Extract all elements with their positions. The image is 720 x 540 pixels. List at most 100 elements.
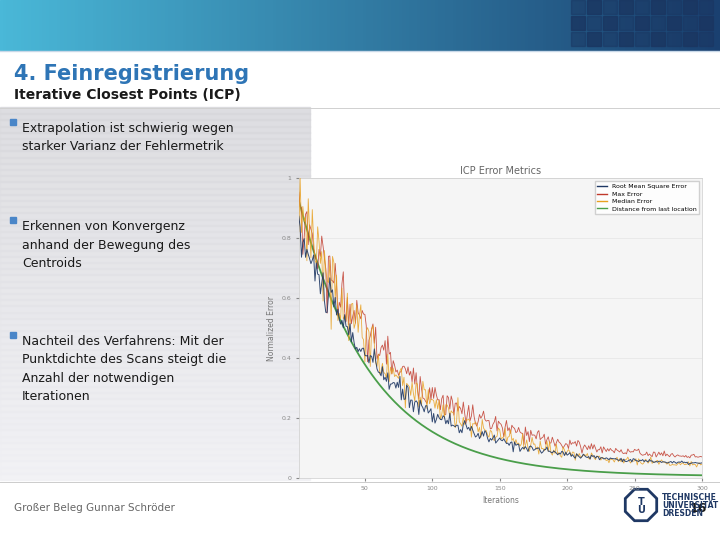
Bar: [0, 361, 310, 368]
Bar: [0, 336, 310, 343]
Bar: [396, 0, 400, 50]
Bar: [43, 0, 48, 50]
Bar: [500, 0, 505, 50]
Bar: [173, 0, 177, 50]
Bar: [666, 0, 670, 50]
Bar: [295, 0, 300, 50]
Bar: [205, 0, 210, 50]
Bar: [0, 293, 310, 300]
Bar: [0, 318, 310, 325]
Bar: [616, 0, 620, 50]
Bar: [641, 0, 645, 50]
Bar: [544, 0, 548, 50]
Bar: [0, 467, 310, 474]
Bar: [14, 0, 19, 50]
Bar: [587, 32, 601, 46]
Bar: [635, 32, 649, 46]
Bar: [479, 0, 483, 50]
Bar: [0, 281, 310, 288]
Bar: [490, 0, 494, 50]
Bar: [0, 151, 310, 158]
Bar: [461, 0, 465, 50]
Bar: [0, 306, 310, 313]
Bar: [338, 0, 343, 50]
Bar: [587, 16, 601, 30]
Bar: [562, 0, 566, 50]
Bar: [603, 32, 617, 46]
Bar: [504, 0, 508, 50]
Bar: [367, 0, 372, 50]
Bar: [699, 16, 713, 30]
Bar: [518, 0, 523, 50]
Bar: [230, 0, 235, 50]
Bar: [554, 0, 559, 50]
Bar: [86, 0, 91, 50]
Bar: [270, 0, 274, 50]
Bar: [511, 0, 516, 50]
Bar: [50, 0, 55, 50]
Bar: [25, 0, 30, 50]
Bar: [7, 0, 12, 50]
Bar: [0, 312, 310, 319]
Bar: [0, 417, 310, 424]
Bar: [11, 0, 15, 50]
Bar: [274, 0, 278, 50]
Bar: [220, 0, 224, 50]
Bar: [166, 0, 170, 50]
Bar: [0, 169, 310, 176]
Bar: [187, 0, 192, 50]
Bar: [385, 0, 390, 50]
Bar: [126, 0, 130, 50]
Bar: [551, 0, 555, 50]
Bar: [115, 0, 120, 50]
Bar: [486, 0, 490, 50]
Bar: [0, 200, 310, 207]
Bar: [497, 0, 501, 50]
Bar: [454, 0, 458, 50]
Bar: [0, 249, 310, 257]
Bar: [0, 423, 310, 430]
Bar: [571, 32, 585, 46]
Bar: [36, 0, 40, 50]
Text: U: U: [637, 505, 645, 515]
Bar: [299, 0, 303, 50]
Bar: [22, 0, 26, 50]
Bar: [335, 0, 339, 50]
Bar: [133, 0, 138, 50]
Bar: [635, 0, 649, 14]
Bar: [443, 0, 447, 50]
Bar: [673, 0, 678, 50]
Bar: [0, 411, 310, 418]
Bar: [576, 0, 580, 50]
Bar: [0, 0, 4, 50]
Text: T: T: [638, 497, 644, 507]
Text: Großer Beleg Gunnar Schröder: Großer Beleg Gunnar Schröder: [14, 503, 175, 513]
Bar: [137, 0, 141, 50]
Bar: [0, 473, 310, 480]
Bar: [637, 0, 642, 50]
Bar: [263, 0, 267, 50]
Text: Erkennen von Konvergenz
anhand der Bewegung des
Centroids: Erkennen von Konvergenz anhand der Beweg…: [22, 220, 190, 270]
Text: Extrapolation ist schwierig wegen
starker Varianz der Fehlermetrik: Extrapolation ist schwierig wegen starke…: [22, 122, 233, 153]
Bar: [40, 0, 44, 50]
Bar: [0, 380, 310, 387]
Bar: [0, 429, 310, 437]
Bar: [644, 0, 649, 50]
Bar: [184, 0, 188, 50]
Bar: [691, 0, 696, 50]
Bar: [97, 0, 102, 50]
Bar: [0, 442, 310, 449]
X-axis label: Iterations: Iterations: [482, 496, 519, 505]
Bar: [0, 157, 310, 164]
Bar: [0, 107, 310, 114]
Bar: [605, 0, 609, 50]
Bar: [587, 0, 591, 50]
Bar: [0, 206, 310, 213]
Bar: [360, 0, 364, 50]
Bar: [508, 0, 512, 50]
Bar: [346, 0, 350, 50]
Bar: [277, 0, 282, 50]
Bar: [0, 349, 310, 356]
Bar: [603, 16, 617, 30]
Bar: [292, 0, 296, 50]
